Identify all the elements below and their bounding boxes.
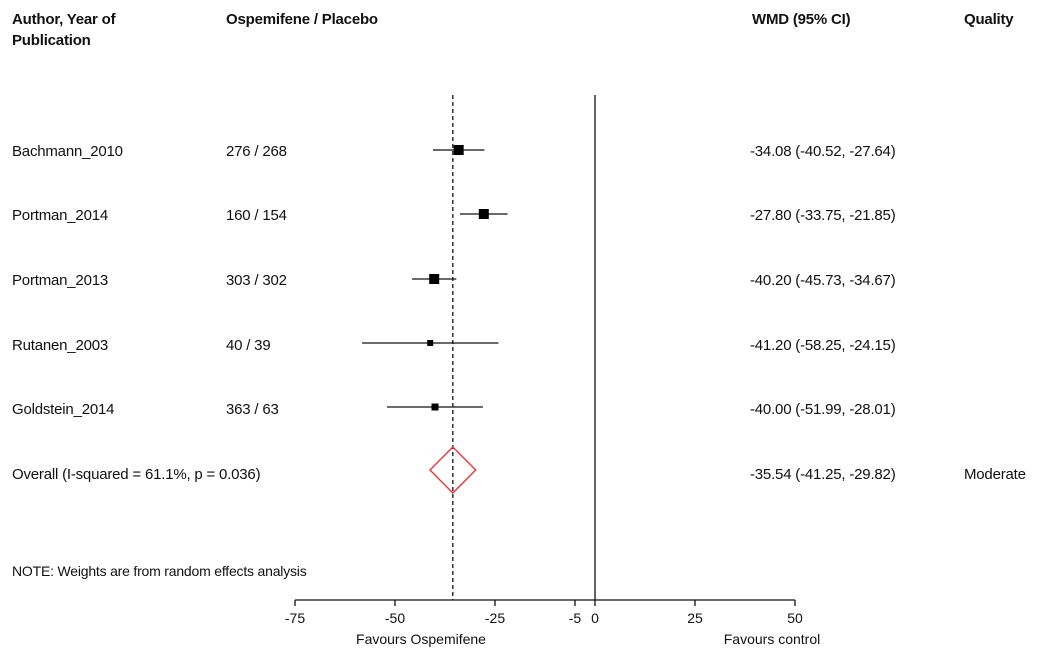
study-n-ratio: 40 / 39	[226, 337, 271, 354]
study-n-ratio: 303 / 302	[226, 272, 287, 289]
overall-diamond	[429, 446, 477, 494]
overall-wmd-ci: -35.54 (-41.25, -29.82)	[750, 466, 896, 483]
header-author-year: Author, Year of Publication	[12, 11, 116, 49]
study-point-square	[431, 403, 439, 411]
study-label: Portman_2013	[12, 272, 109, 289]
header-ospemifene-placebo: Ospemifene / Placebo	[226, 11, 378, 28]
x-tick-label: 0	[591, 610, 599, 626]
study-wmd-ci: -34.08 (-40.52, -27.64)	[750, 143, 896, 160]
x-tick-label: -25	[485, 610, 505, 626]
study-label: Goldstein_2014	[12, 401, 115, 418]
header-quality: Quality	[964, 11, 1014, 28]
study-label: Rutanen_2003	[12, 337, 109, 354]
weights-note: NOTE: Weights are from random effects an…	[12, 563, 307, 579]
study-label: Portman_2014	[12, 207, 109, 224]
header-wmd-ci: WMD (95% CI)	[752, 11, 851, 28]
overall-label: Overall (I-squared = 61.1%, p = 0.036)	[12, 466, 261, 483]
x-tick-label: -5	[569, 610, 582, 626]
study-point-square	[453, 145, 464, 155]
study-wmd-ci: -27.80 (-33.75, -21.85)	[750, 207, 896, 224]
study-point-square	[429, 274, 440, 284]
study-n-ratio: 160 / 154	[226, 207, 287, 224]
overall-quality: Moderate	[964, 466, 1026, 483]
study-wmd-ci: -40.20 (-45.73, -34.67)	[750, 272, 896, 289]
study-wmd-ci: -41.20 (-58.25, -24.15)	[750, 337, 896, 354]
favours-ospemifene-label: Favours Ospemifene	[356, 631, 486, 647]
x-tick-label: -75	[285, 610, 305, 626]
study-point-square	[427, 340, 434, 346]
favours-control-label: Favours control	[724, 631, 820, 647]
study-label: Bachmann_2010	[12, 143, 123, 160]
x-tick-label: -50	[385, 610, 405, 626]
study-point-square	[478, 209, 489, 219]
x-tick-label: 50	[787, 610, 803, 626]
study-wmd-ci: -40.00 (-51.99, -28.01)	[750, 401, 896, 418]
study-n-ratio: 363 / 63	[226, 401, 279, 418]
x-tick-label: 25	[687, 610, 703, 626]
study-n-ratio: 276 / 268	[226, 143, 287, 160]
